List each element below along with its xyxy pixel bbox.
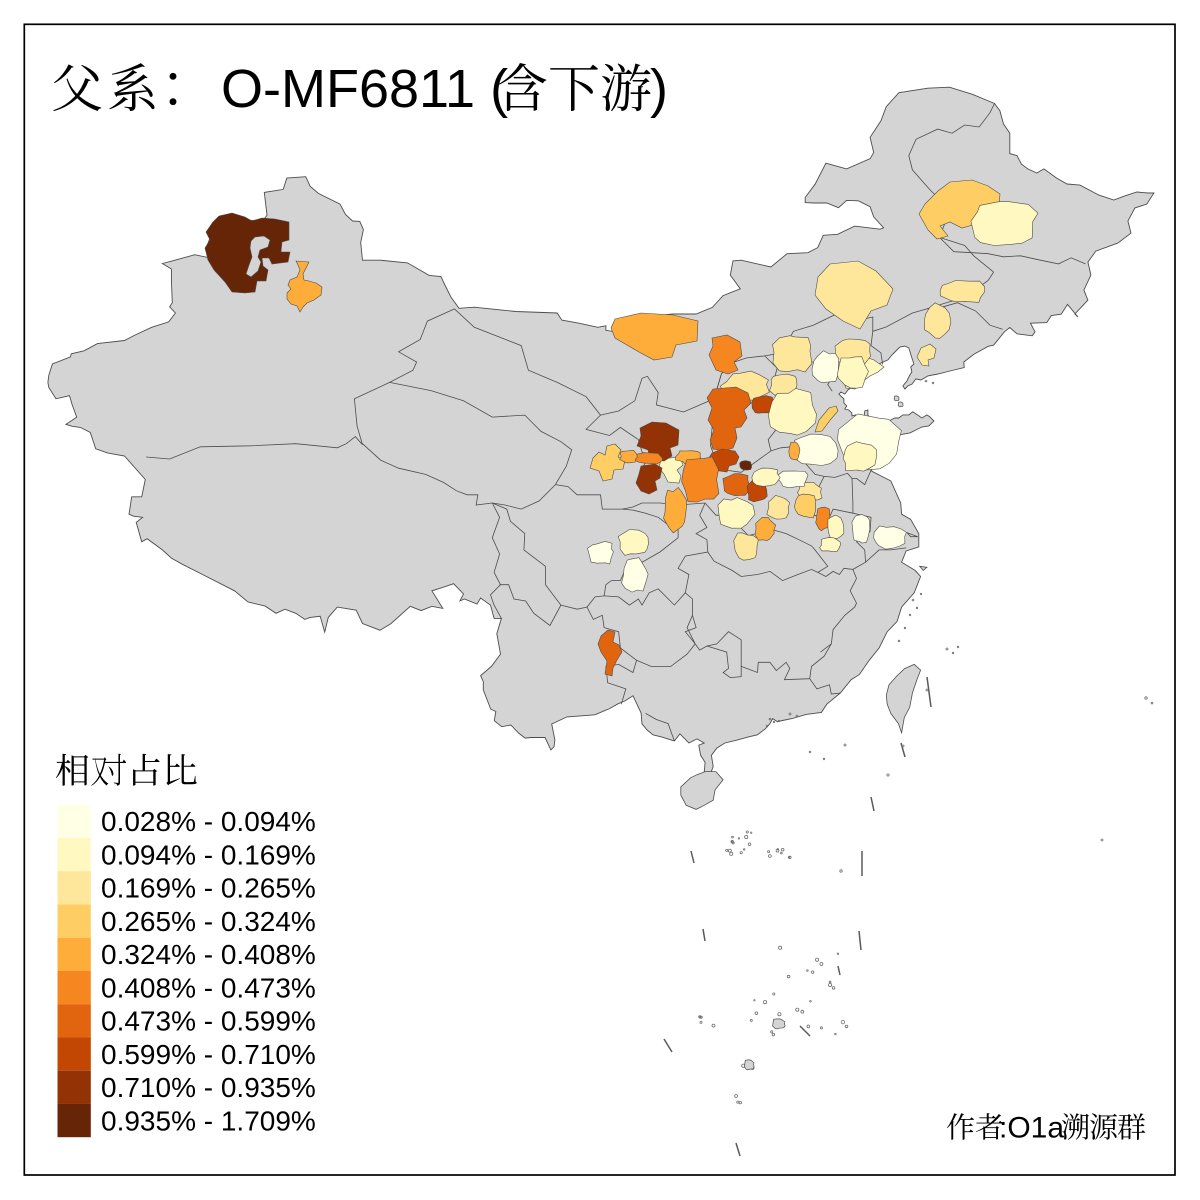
svg-text:0.935% - 1.709%: 0.935% - 1.709% xyxy=(101,1105,316,1136)
svg-text:): ) xyxy=(650,59,668,119)
svg-text:0.408% - 0.473%: 0.408% - 0.473% xyxy=(101,972,316,1003)
svg-text:0.094% - 0.169%: 0.094% - 0.169% xyxy=(101,839,316,870)
svg-text:0.265% - 0.324%: 0.265% - 0.324% xyxy=(101,906,316,937)
svg-text:0.599% - 0.710%: 0.599% - 0.710% xyxy=(101,1039,316,1070)
svg-text:0.710% - 0.935%: 0.710% - 0.935% xyxy=(101,1072,316,1103)
svg-text:0.324% - 0.408%: 0.324% - 0.408% xyxy=(101,939,316,970)
svg-text::O1a: :O1a xyxy=(999,1112,1064,1145)
svg-text:0.028% - 0.094%: 0.028% - 0.094% xyxy=(101,806,316,837)
svg-text:O-MF6811 (: O-MF6811 ( xyxy=(221,59,508,119)
svg-text:0.169% - 0.265%: 0.169% - 0.265% xyxy=(101,873,316,904)
svg-text:0.473% - 0.599%: 0.473% - 0.599% xyxy=(101,1006,316,1037)
